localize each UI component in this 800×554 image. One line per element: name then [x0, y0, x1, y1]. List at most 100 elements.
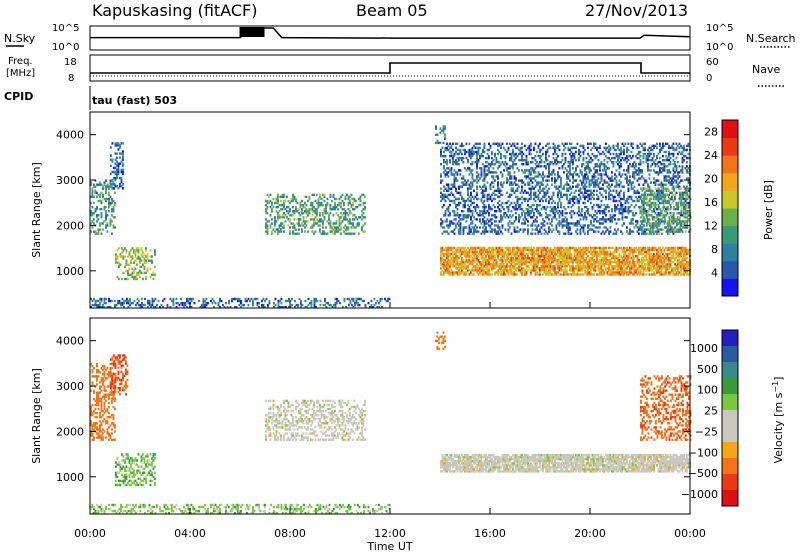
power-cell — [537, 144, 540, 148]
power-cell — [671, 220, 673, 223]
power-cell — [96, 220, 98, 223]
power-cell — [96, 183, 98, 186]
power-cell — [500, 269, 502, 272]
power-cell — [573, 250, 576, 254]
power-cell — [476, 150, 478, 154]
power-cell — [491, 250, 493, 254]
power-cell — [262, 297, 265, 301]
power-cell — [93, 212, 95, 215]
power-cell — [471, 201, 474, 205]
power-cell — [486, 210, 489, 213]
power-cell — [476, 191, 478, 194]
power-cell — [633, 191, 636, 194]
power-cell — [122, 271, 125, 275]
power-cell — [621, 216, 624, 219]
power-cell — [465, 216, 468, 219]
power-cell — [543, 191, 546, 194]
power-cell — [452, 222, 454, 225]
power-cell — [600, 179, 603, 182]
power-cell — [653, 169, 655, 172]
power-cell — [591, 175, 594, 178]
power-cell — [501, 269, 504, 272]
power-cell — [353, 214, 356, 217]
power-cell — [315, 299, 317, 303]
power-cell — [347, 222, 350, 225]
power-cell — [473, 197, 475, 201]
power-cell — [452, 161, 454, 164]
power-cell — [156, 303, 158, 307]
power-cell — [680, 152, 682, 156]
power-cell — [590, 197, 592, 201]
power-cell — [603, 226, 606, 229]
power-cell — [456, 171, 459, 174]
power-cell — [560, 246, 562, 250]
power-cell — [471, 263, 474, 266]
power-cell — [615, 169, 618, 172]
power-cell — [271, 230, 273, 233]
power-cell — [602, 187, 604, 190]
power-cell — [507, 261, 510, 264]
power-cell — [507, 199, 510, 203]
power-cell — [123, 306, 125, 309]
power-cell — [576, 173, 579, 176]
power-cell — [317, 203, 320, 207]
power-cell — [620, 230, 622, 233]
power-cell — [572, 210, 574, 213]
power-cell — [536, 150, 538, 154]
power-cell — [283, 216, 285, 219]
power-cell — [117, 168, 120, 172]
power-cell — [262, 306, 265, 309]
power-cell — [127, 255, 129, 258]
power-cell — [455, 263, 457, 266]
power-cell — [462, 263, 465, 266]
power-cell — [590, 214, 592, 217]
power-cell — [525, 208, 528, 211]
power-cell — [666, 228, 669, 231]
power-cell — [277, 195, 279, 199]
power-cell — [551, 261, 553, 264]
power-cell — [582, 175, 585, 178]
power-cell — [659, 218, 661, 221]
power-cell — [521, 201, 523, 205]
power-cell — [522, 163, 525, 166]
power-cell — [590, 148, 592, 152]
power-cell — [486, 259, 489, 262]
power-cell — [364, 201, 366, 205]
power-cell — [545, 193, 547, 197]
power-cell — [145, 255, 147, 258]
power-cell — [479, 263, 481, 266]
power-cell — [602, 222, 604, 225]
power-cell — [644, 142, 646, 145]
power-cell — [587, 232, 589, 235]
power-cell — [468, 269, 471, 272]
power-cell — [497, 271, 499, 274]
power-cell — [459, 193, 462, 197]
power-cell — [683, 191, 685, 194]
power-cell — [564, 259, 567, 262]
power-cell — [528, 205, 531, 209]
power-cell — [112, 205, 115, 209]
power-cell — [338, 228, 341, 231]
power-cell — [441, 259, 444, 262]
power-cell — [489, 226, 492, 229]
power-cell — [109, 195, 112, 199]
power-cell — [316, 210, 318, 213]
power-cell — [672, 216, 675, 219]
power-cell — [515, 267, 517, 270]
power-cell — [486, 269, 489, 272]
power-cell — [455, 179, 457, 182]
power-cell — [316, 201, 318, 205]
power-cell — [516, 142, 519, 145]
power-cell — [627, 183, 630, 186]
power-cell — [648, 177, 651, 180]
power-cell — [114, 170, 117, 174]
power-cell — [587, 193, 589, 197]
power-cell — [352, 203, 354, 207]
power-cell — [531, 259, 534, 262]
power-cell — [123, 301, 125, 305]
power-cell — [293, 232, 296, 235]
power-cell — [436, 139, 439, 143]
power-cell — [510, 210, 513, 213]
power-cell — [265, 226, 267, 229]
power-cell — [284, 220, 287, 223]
